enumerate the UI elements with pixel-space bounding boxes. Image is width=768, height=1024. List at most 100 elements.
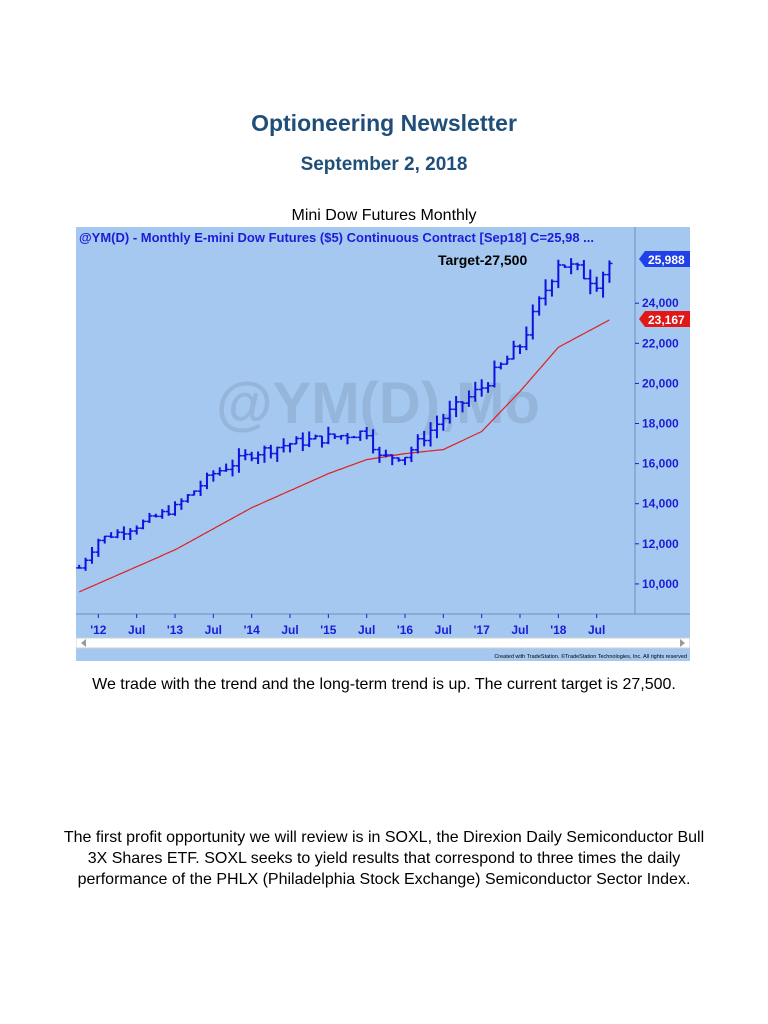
- ohlc-bar: [146, 512, 153, 523]
- ohlc-bar: [414, 434, 421, 454]
- ohlc-bar: [120, 526, 127, 541]
- ma-price-label: 23,167: [648, 313, 685, 327]
- ohlc-bar: [178, 498, 185, 510]
- chart-header: @YM(D) - Monthly E-mini Dow Futures ($5)…: [79, 230, 594, 245]
- ohlc-bar: [299, 432, 306, 452]
- last-price-badge: 25,988: [639, 251, 690, 267]
- ohlc-bar: [223, 463, 230, 472]
- x-tick-label: Jul: [281, 623, 298, 637]
- ohlc-bar: [108, 532, 115, 539]
- ohlc-bar: [472, 381, 479, 402]
- ohlc-bar: [497, 362, 504, 370]
- ohlc-bar: [95, 538, 102, 557]
- ma-price-badge-shape: [639, 311, 690, 327]
- ohlc-bar: [203, 472, 210, 490]
- ohlc-bar: [350, 435, 357, 439]
- ohlc-bar: [510, 340, 517, 360]
- y-tick-label: 12,000: [642, 537, 679, 551]
- ohlc-bar: [357, 430, 364, 441]
- ohlc-bar: [331, 433, 338, 440]
- y-tick-label: 24,000: [642, 296, 679, 310]
- ohlc-bar: [280, 438, 287, 453]
- ohlc-bar: [191, 490, 198, 496]
- chart-caption: Mini Dow Futures Monthly: [291, 207, 477, 224]
- ohlc-bar: [548, 279, 555, 297]
- ohlc-bar: [76, 564, 83, 569]
- x-tick-label: '12: [90, 623, 107, 637]
- x-tick-label: '13: [167, 623, 184, 637]
- ohlc-bar: [184, 494, 191, 503]
- ohlc-bar: [312, 434, 319, 440]
- ohlc-bar: [152, 513, 159, 518]
- y-tick-label: 20,000: [642, 376, 679, 390]
- ohlc-bar: [165, 505, 172, 516]
- y-tick-label: 22,000: [642, 336, 679, 350]
- soxl-paragraph: The first profit opportunity we will rev…: [63, 829, 705, 888]
- ohlc-bar: [172, 501, 179, 516]
- ohlc-bar: [382, 449, 389, 458]
- target-annotation: Target-27,500: [438, 252, 527, 268]
- newsletter-title: Optioneering Newsletter: [251, 110, 517, 136]
- x-tick-label: Jul: [128, 623, 145, 637]
- y-tick-label: 10,000: [642, 577, 679, 591]
- ohlc-bar: [536, 296, 543, 316]
- ohlc-bar: [242, 449, 249, 461]
- x-tick-label: '15: [320, 623, 337, 637]
- x-tick-label: '18: [550, 623, 567, 637]
- ohlc-bar: [140, 519, 147, 530]
- ohlc-bar: [101, 535, 108, 544]
- ohlc-bar: [287, 442, 294, 453]
- price-chart: @YM(D),Mo @YM(D) - Monthly E-mini Dow Fu…: [76, 227, 690, 661]
- chart-background: [76, 227, 690, 661]
- ohlc-bar: [561, 264, 568, 268]
- ohlc-bar: [267, 444, 274, 459]
- scrollbar-track[interactable]: [76, 637, 690, 649]
- last-price-badge-shape: [639, 251, 690, 267]
- ohlc-bar: [568, 258, 575, 275]
- ohlc-bar: [446, 400, 453, 424]
- ohlc-bar: [402, 456, 409, 466]
- trend-paragraph: We trade with the trend and the long-ter…: [92, 676, 676, 693]
- ohlc-bar: [421, 430, 428, 447]
- ohlc-bar: [338, 434, 345, 440]
- ohlc-bar: [485, 382, 492, 393]
- ohlc-bar: [478, 379, 485, 397]
- last-price-label: 25,988: [648, 253, 685, 267]
- ohlc-bar: [255, 451, 262, 465]
- horizontal-scrollbar[interactable]: [76, 637, 690, 649]
- y-tick-label: 18,000: [642, 417, 679, 431]
- ohlc-bar: [389, 454, 396, 466]
- x-tick-label: Jul: [205, 623, 222, 637]
- ohlc-bar: [395, 457, 402, 462]
- x-tick-label: Jul: [588, 623, 605, 637]
- ohlc-bar: [127, 528, 134, 541]
- ohlc-bar: [459, 401, 466, 413]
- ohlc-bar: [427, 422, 434, 447]
- ohlc-bar: [465, 390, 472, 407]
- ohlc-bar: [529, 304, 536, 340]
- x-tick-label: '17: [474, 623, 491, 637]
- ohlc-bar: [504, 355, 511, 365]
- ohlc-bar: [600, 271, 607, 298]
- x-axis-ticks: '12 Jul '13 Jul '14 Jul '15 Jul '16 Jul '17 Jul '18 J…: [90, 614, 605, 637]
- x-tick-label: Jul: [358, 623, 375, 637]
- ohlc-bar: [587, 269, 594, 295]
- ohlc-bar: [248, 451, 255, 462]
- ohlc-bar: [114, 529, 121, 539]
- ohlc-bar: [555, 259, 562, 289]
- ohlc-bar: [229, 459, 236, 477]
- ohlc-bar: [408, 446, 415, 463]
- ohlc-bar: [274, 446, 281, 462]
- scroll-left-arrow-icon[interactable]: [81, 639, 86, 647]
- ohlc-bar: [580, 259, 587, 280]
- ohlc-bar: [235, 448, 242, 473]
- ohlc-bar: [325, 426, 332, 445]
- ohlc-bar: [197, 480, 204, 496]
- ohlc-bar: [210, 470, 217, 482]
- ohlc-bar: [542, 279, 549, 306]
- ohlc-bar: [440, 413, 447, 431]
- x-tick-label: '14: [244, 623, 261, 637]
- scroll-right-arrow-icon[interactable]: [680, 639, 685, 647]
- ohlc-bar: [306, 431, 313, 448]
- chart-credit: Created with TradeStation. ©TradeStation…: [494, 653, 687, 660]
